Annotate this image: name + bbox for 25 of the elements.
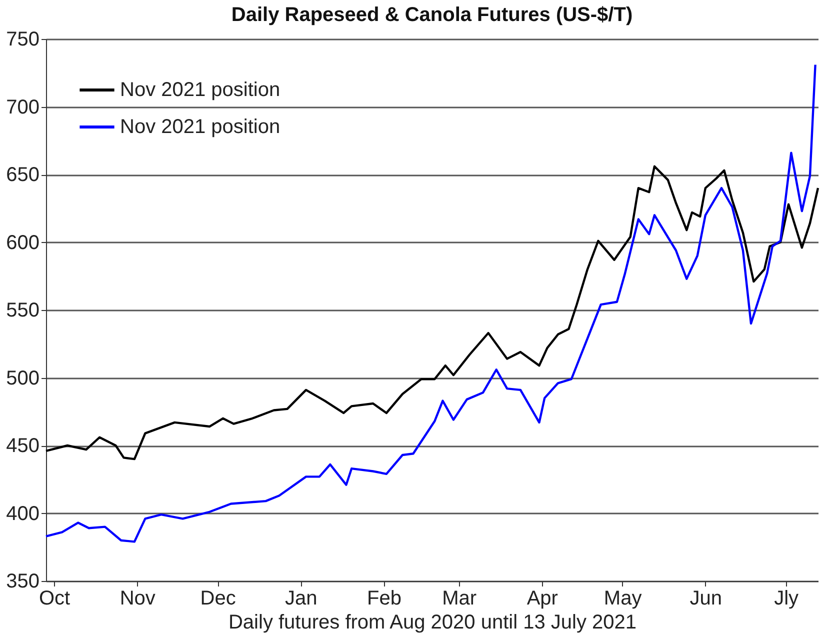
y-tick-label: 500 xyxy=(6,367,40,390)
x-tick-label: Jan xyxy=(285,588,318,610)
y-tick-label: 750 xyxy=(6,28,40,50)
x-tick-label: Oct xyxy=(38,588,71,610)
x-tick-label: Jun xyxy=(690,588,722,610)
y-tick-label: 700 xyxy=(6,96,40,118)
x-tick-label: Mar xyxy=(442,588,477,610)
x-tick-label: May xyxy=(604,588,642,610)
y-tick-label: 450 xyxy=(6,435,40,457)
y-tick-label: 600 xyxy=(6,232,40,254)
y-tick-label: 350 xyxy=(6,570,40,592)
x-tick-label: Dec xyxy=(200,588,236,610)
legend-label: Nov 2021 position xyxy=(120,79,280,101)
line-series xyxy=(44,165,820,460)
y-tick-label: 400 xyxy=(6,502,40,525)
y-tick-label: 650 xyxy=(6,164,40,186)
x-tick-label: Apr xyxy=(526,588,558,610)
x-tick-label: Nov xyxy=(120,588,156,610)
x-tick-label: Jly xyxy=(774,588,799,610)
x-tick-label: Feb xyxy=(367,588,402,610)
x-axis-title: Daily futures from Aug 2020 until 13 July 2021 xyxy=(228,612,637,634)
y-tick-label: 550 xyxy=(6,300,40,322)
legend-label: Nov 2021 position xyxy=(120,116,280,138)
chart-title: Daily Rapeseed & Canola Futures (US-$/T) xyxy=(231,4,633,26)
line-series xyxy=(44,64,816,543)
